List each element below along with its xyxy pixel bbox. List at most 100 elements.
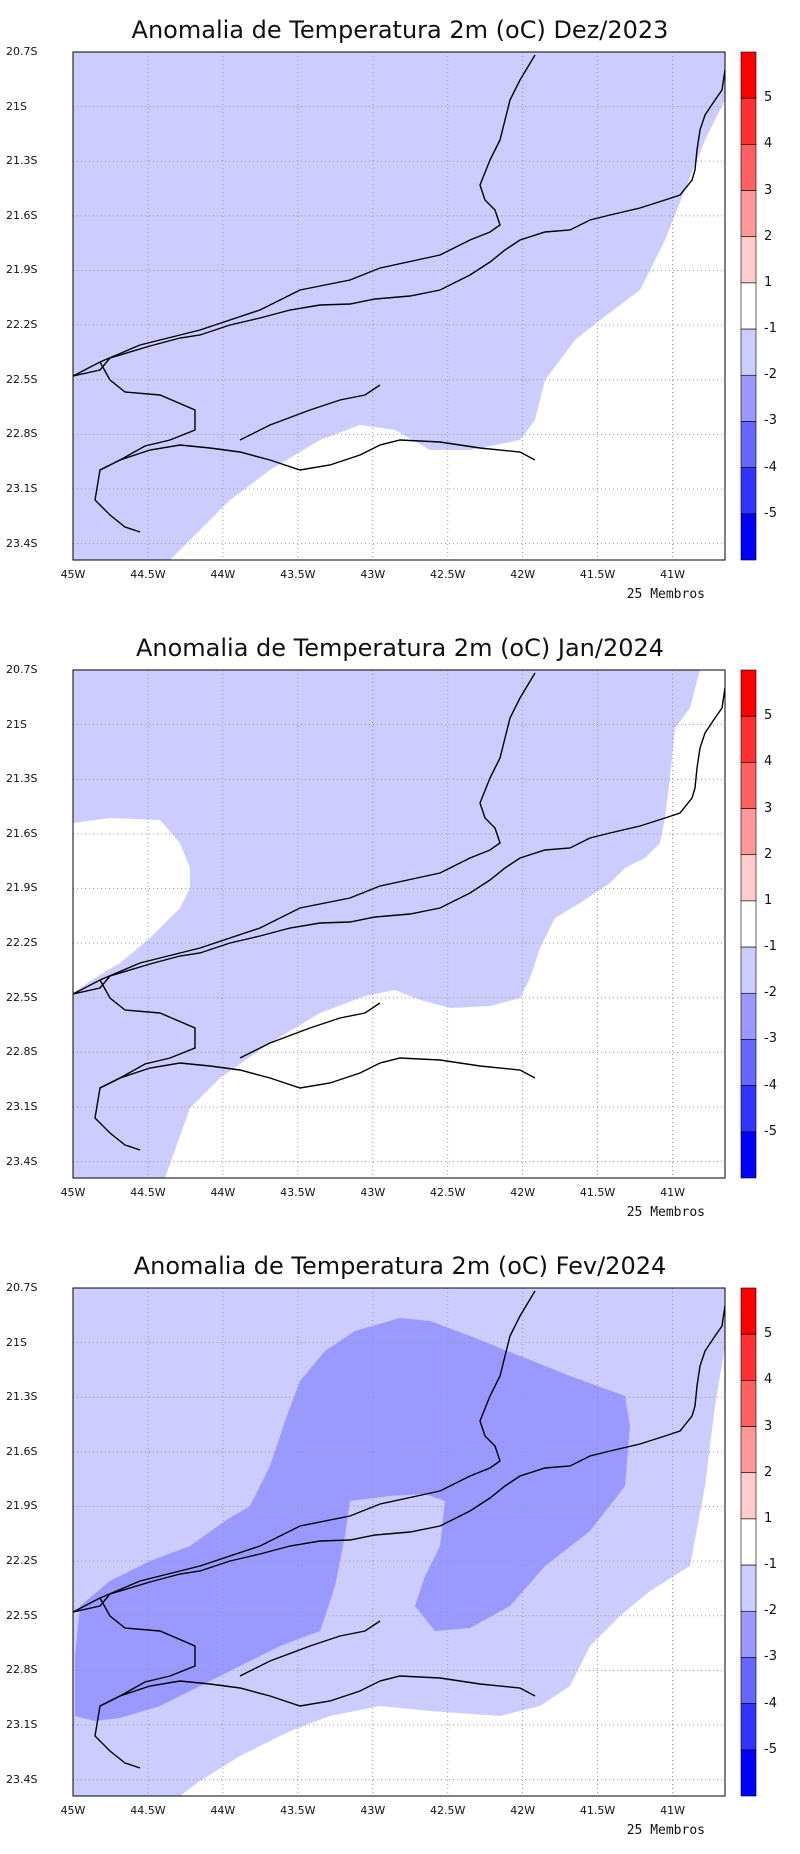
- lon-tick-label: 42W: [510, 1186, 536, 1199]
- lat-tick-label: 23.1S: [6, 481, 38, 495]
- lon-tick-label: 42W: [510, 1804, 536, 1817]
- colorbar-swatch: [740, 1472, 757, 1520]
- lon-tick-label: 41.5W: [579, 1804, 616, 1817]
- lat-tick-label: 23.4S: [6, 1772, 38, 1786]
- colorbar-label: -2: [764, 367, 777, 383]
- colorbar-swatch: [740, 421, 757, 468]
- ensemble-members-note: 25 Membros: [626, 587, 705, 602]
- colorbar-label: -5: [764, 1741, 777, 1757]
- colorbar-label: 2: [764, 228, 773, 244]
- anomaly-region-light: [73, 52, 725, 560]
- colorbar-swatch: [740, 1039, 757, 1086]
- lon-tick-label: 44.5W: [130, 568, 166, 581]
- lat-tick-label: 20.7S: [6, 1281, 38, 1294]
- lat-tick-label: 21.6S: [6, 826, 38, 840]
- lon-tick-label: 44W: [210, 568, 236, 581]
- grid-lines: [73, 1288, 725, 1796]
- lat-tick-label: 21.3S: [6, 154, 38, 168]
- colorbar-label: -5: [764, 1123, 777, 1139]
- colorbar-label: 3: [764, 800, 773, 816]
- coastline: [73, 672, 725, 1151]
- colorbar-swatch: [740, 900, 757, 948]
- colorbar-label: -3: [764, 413, 777, 429]
- colorbar-label: -4: [764, 1077, 777, 1093]
- colorbar-swatch: [740, 1333, 757, 1381]
- lon-tick-label: 44W: [210, 1804, 236, 1817]
- colorbar-swatch: [740, 51, 757, 99]
- lat-tick-label: 21.9S: [6, 263, 38, 277]
- lon-tick-label: 43.5W: [280, 1186, 316, 1199]
- colorbar-label: 4: [764, 754, 773, 770]
- lon-tick-label: 41W: [660, 1186, 685, 1199]
- lon-tick-label: 41.5W: [579, 568, 616, 581]
- colorbar-swatch: [740, 1749, 757, 1797]
- colorbar-swatch: [740, 1085, 757, 1133]
- colorbar-label: 1: [764, 274, 773, 290]
- colorbar-swatch: [740, 513, 757, 561]
- lon-tick-label: 45W: [60, 568, 86, 581]
- lat-tick-label: 20.7S: [6, 663, 38, 676]
- colorbar-swatch: [740, 992, 757, 1040]
- lon-tick-label: 42.5W: [430, 568, 466, 581]
- colorbar-swatch: [740, 467, 757, 515]
- lat-tick-label: 23.1S: [6, 1717, 38, 1731]
- ensemble-members-note: 25 Membros: [626, 1823, 705, 1838]
- colorbar-label: -3: [764, 1031, 777, 1047]
- coastline: [73, 1290, 725, 1769]
- colorbar-swatch: [740, 808, 757, 856]
- colorbar-label: -5: [764, 505, 777, 521]
- colorbar-label: 1: [764, 1510, 773, 1526]
- map-plot: [72, 51, 757, 561]
- colorbar: [740, 51, 757, 561]
- colorbar-swatch: [740, 1703, 757, 1751]
- lat-tick-label: 21.6S: [6, 208, 38, 222]
- lat-tick-label: 21.3S: [6, 1390, 38, 1404]
- map-panel-dez: Anomalia de Temperatura 2m (oC) Dez/2023…: [0, 0, 800, 618]
- coastline: [73, 54, 725, 533]
- map-plot: [72, 1287, 757, 1797]
- lon-tick-label: 43W: [360, 568, 386, 581]
- colorbar-label: -1: [764, 939, 777, 955]
- map-panel-jan: Anomalia de Temperatura 2m (oC) Jan/2024…: [0, 618, 800, 1236]
- lat-tick-label: 21.9S: [6, 1499, 38, 1513]
- plot-frame: [72, 1287, 726, 1797]
- lon-tick-label: 41W: [660, 568, 685, 581]
- colorbar-label: 1: [764, 892, 773, 908]
- colorbar-label: 2: [764, 846, 773, 862]
- map-plot: [72, 669, 757, 1179]
- lon-tick-label: 44.5W: [130, 1186, 166, 1199]
- lat-tick-label: 22.8S: [6, 427, 38, 441]
- lon-tick-label: 44W: [210, 1186, 236, 1199]
- lat-tick-label: 22.2S: [6, 1554, 38, 1568]
- grid-lines: [73, 670, 725, 1178]
- map-title: Anomalia de Temperatura 2m (oC) Dez/2023: [131, 16, 669, 44]
- anomaly-region-medium: [75, 1318, 630, 1721]
- lat-tick-label: 22.5S: [6, 1608, 38, 1622]
- colorbar-label: -3: [764, 1649, 777, 1665]
- lon-tick-label: 43W: [360, 1186, 386, 1199]
- plot-frame: [72, 51, 726, 561]
- colorbar: [740, 669, 757, 1179]
- colorbar-label: -2: [764, 985, 777, 1001]
- anomaly-region-neutral: [73, 818, 190, 993]
- lon-tick-label: 42.5W: [430, 1186, 466, 1199]
- colorbar: [740, 1287, 757, 1797]
- lat-tick-label: 23.4S: [6, 536, 38, 550]
- colorbar-swatch: [740, 1380, 757, 1427]
- colorbar-label: 5: [764, 1326, 773, 1342]
- lon-tick-label: 43.5W: [280, 1804, 316, 1817]
- lon-tick-label: 45W: [60, 1804, 86, 1817]
- map-panel-fev: Anomalia de Temperatura 2m (oC) Fev/2024…: [0, 1236, 800, 1854]
- colorbar-swatch: [740, 715, 757, 763]
- colorbar-label: 5: [764, 90, 773, 106]
- ensemble-members-note: 25 Membros: [626, 1205, 705, 1220]
- colorbar-swatch: [740, 1564, 757, 1612]
- colorbar-swatch: [740, 144, 757, 191]
- colorbar-swatch: [740, 236, 757, 284]
- colorbar-swatch: [740, 1131, 757, 1179]
- colorbar-label: 5: [764, 708, 773, 724]
- lat-tick-label: 21.9S: [6, 881, 38, 895]
- grid-lines: [73, 52, 725, 560]
- lat-tick-label: 21S: [6, 1335, 27, 1349]
- lon-tick-label: 42.5W: [430, 1804, 466, 1817]
